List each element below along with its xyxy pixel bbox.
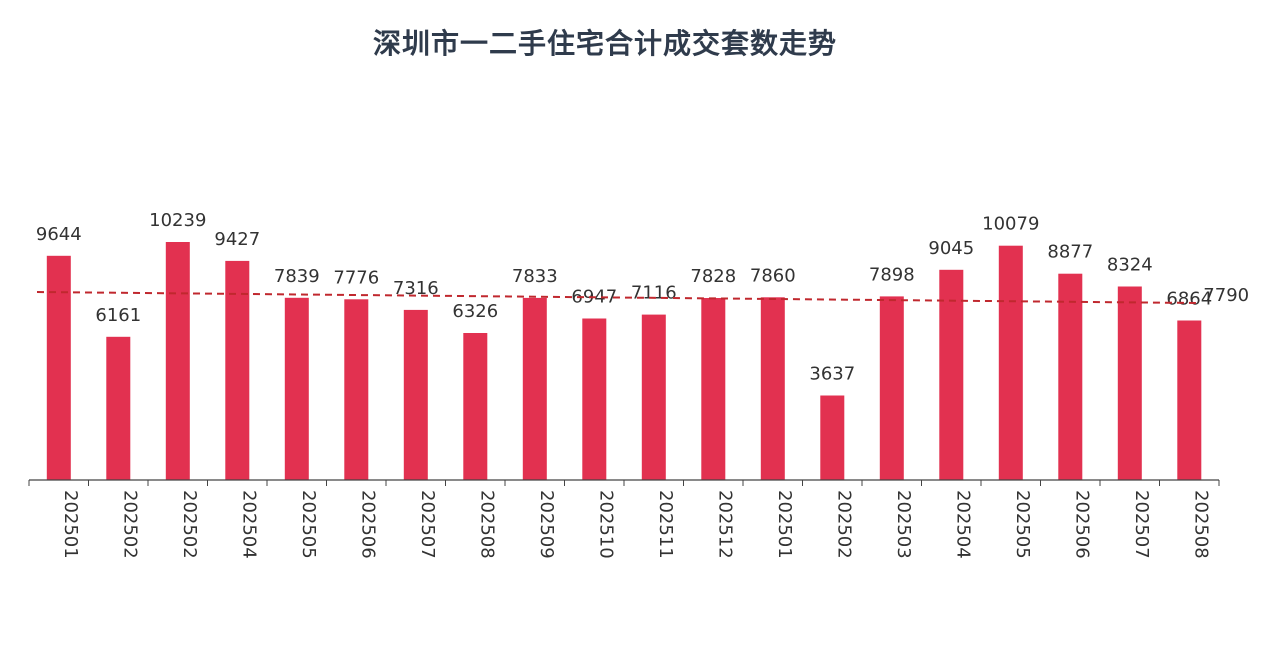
bar-202505-16 bbox=[998, 245, 1023, 480]
value-label: 10079 bbox=[982, 214, 1039, 235]
trendline bbox=[36, 291, 1198, 304]
bar-202504-3 bbox=[225, 260, 250, 480]
bar-202511-10 bbox=[641, 314, 666, 480]
x-tick-label: 202502 bbox=[119, 490, 140, 559]
bar-202510-9 bbox=[582, 318, 607, 480]
x-tick-label: 202510 bbox=[595, 490, 616, 559]
chart-title: 深圳市一二手住宅合计成交套数走势 bbox=[372, 27, 837, 60]
x-tick-label: 202512 bbox=[714, 490, 735, 559]
value-label: 7898 bbox=[869, 264, 915, 285]
bar-202512-11 bbox=[701, 298, 726, 480]
x-tick-label: 202502 bbox=[833, 490, 854, 559]
x-tick-label: 202502 bbox=[179, 490, 200, 559]
x-tick-label: 202504 bbox=[238, 490, 259, 559]
bar-202507-6 bbox=[403, 309, 428, 480]
x-tick-label: 202508 bbox=[476, 490, 497, 559]
x-tick-label: 202503 bbox=[893, 490, 914, 559]
x-tick-label: 202509 bbox=[536, 490, 557, 559]
x-tick-label: 202506 bbox=[357, 490, 378, 559]
trendline-end-label: 7790 bbox=[1203, 285, 1249, 306]
value-label: 3637 bbox=[809, 364, 855, 385]
value-label: 8324 bbox=[1107, 255, 1153, 276]
value-labels-group: 9644616110239942778397776731663267833694… bbox=[36, 210, 1212, 385]
bar-202506-17 bbox=[1058, 273, 1083, 480]
x-tick-label: 202507 bbox=[417, 490, 438, 559]
bar-202507-18 bbox=[1117, 286, 1142, 480]
x-tick-label: 202506 bbox=[1071, 490, 1092, 559]
trendline-group: 7790 bbox=[36, 285, 1249, 306]
value-label: 10239 bbox=[149, 210, 206, 231]
value-label: 9644 bbox=[36, 224, 82, 245]
value-label: 9045 bbox=[928, 238, 974, 259]
value-label: 7116 bbox=[631, 283, 677, 304]
bar-202504-15 bbox=[939, 269, 964, 480]
bar-202501-0 bbox=[46, 255, 71, 480]
value-label: 7860 bbox=[750, 265, 796, 286]
bar-202508-7 bbox=[463, 333, 488, 480]
x-tick-label: 202511 bbox=[655, 490, 676, 559]
x-tick-label: 202507 bbox=[1131, 490, 1152, 559]
value-label: 6864 bbox=[1166, 289, 1212, 310]
value-label: 9427 bbox=[214, 229, 260, 250]
x-tick-label: 202501 bbox=[60, 490, 81, 559]
bar-202505-4 bbox=[284, 297, 309, 480]
bar-202503-14 bbox=[879, 296, 904, 480]
x-tick-label: 202501 bbox=[774, 490, 795, 559]
x-tick-label: 202505 bbox=[1012, 490, 1033, 559]
value-label: 6326 bbox=[452, 301, 498, 322]
bar-202502-1 bbox=[106, 336, 131, 480]
bars-group bbox=[46, 242, 1202, 480]
bar-202509-8 bbox=[522, 297, 547, 480]
bar-202502-2 bbox=[165, 242, 190, 480]
value-label: 7833 bbox=[512, 266, 558, 287]
bar-202502-13 bbox=[820, 395, 845, 480]
x-tick-label: 202508 bbox=[1190, 490, 1211, 559]
bar-202506-5 bbox=[344, 299, 369, 480]
value-label: 8877 bbox=[1047, 242, 1093, 263]
x-tick-label: 202504 bbox=[952, 490, 973, 559]
x-tick-label: 202505 bbox=[298, 490, 319, 559]
value-label: 7316 bbox=[393, 278, 439, 299]
bar-202508-19 bbox=[1177, 320, 1202, 480]
bar-202501-12 bbox=[760, 297, 785, 480]
value-label: 6161 bbox=[95, 305, 141, 326]
x-axis-group: 202501 202502 202502 202504 202505 202506 2025… bbox=[28, 479, 1220, 559]
value-label: 7828 bbox=[690, 266, 736, 287]
value-label: 7839 bbox=[274, 266, 320, 287]
value-label: 7776 bbox=[333, 267, 379, 288]
